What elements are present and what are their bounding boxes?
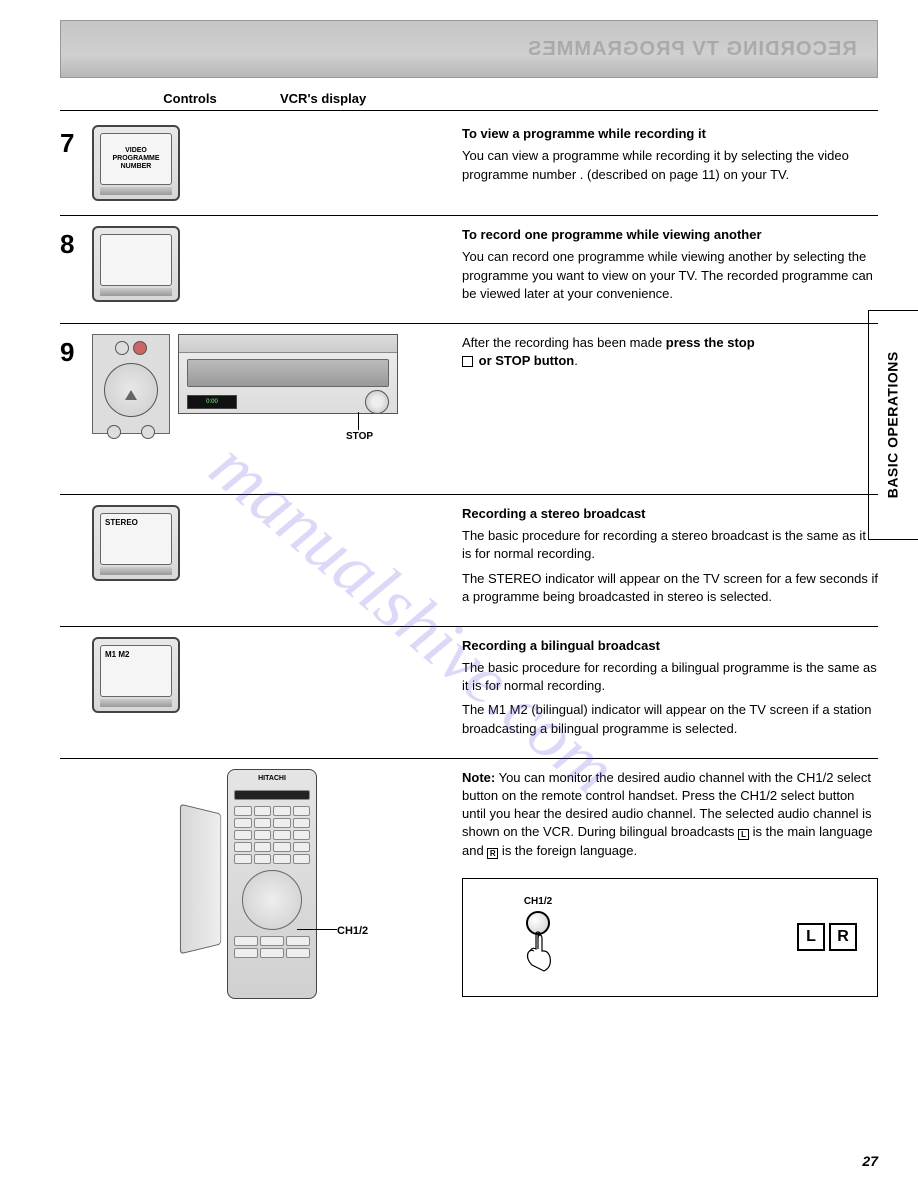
section-title: Recording a stereo broadcast [462,505,878,523]
note-row: HITACHI CH1/2 [60,759,878,1013]
tv-illustration: VIDEO PROGRAMME NUMBER [92,125,180,201]
text: is the foreign language. [498,843,637,858]
tv-screen-text: M1 M2 [100,645,172,697]
stop-label: STOP [346,430,373,444]
tv-screen-text: VIDEO PROGRAMME NUMBER [100,133,172,185]
l-box: L [797,923,825,951]
l-icon: L [738,829,749,840]
ch12-label: CH1/2 [483,895,593,909]
step-body: You can view a programme while recording… [462,147,878,183]
tv-screen-text: STEREO [100,513,172,565]
col-controls-label: Controls [110,90,270,108]
r-box: R [829,923,857,951]
text-bold: press the stop [666,335,755,350]
r-icon: R [487,848,498,859]
section-body: The basic procedure for recording a bili… [462,659,878,695]
ch12-callout: CH1/2 [337,924,368,939]
bilingual-row: M1 M2 Recording a bilingual broadcast Th… [60,627,878,759]
step-body: After the recording has been made press … [462,334,878,370]
remote-full-illustration: HITACHI CH1/2 [217,769,327,999]
step-row-9: 9 0:00 [60,324,878,495]
section-title: Recording a bilingual broadcast [462,637,878,655]
page-number: 27 [862,1152,878,1172]
tv-illustration [92,226,180,302]
step-number: 8 [60,226,92,262]
hand-icon [518,931,558,975]
note-body: Note: You can monitor the desired audio … [462,769,878,860]
column-headers: Controls VCR's display [60,90,878,111]
header-band: RECORDING TV PROGRAMMES [60,20,878,78]
ch12-button-illustration: CH1/2 [483,895,593,980]
remote-illustration [92,334,170,434]
remote-brand: HITACHI [228,770,316,788]
step-title: To record one programme while viewing an… [462,226,878,244]
vcr-illustration: 0:00 [178,334,398,414]
section-body: The basic procedure for recording a ster… [462,527,878,563]
tv-screen-text [100,234,172,286]
stereo-row: STEREO Recording a stereo broadcast The … [60,495,878,627]
text: . [574,353,578,368]
section-body: The STEREO indicator will appear on the … [462,570,878,606]
step-row-7: 7 VIDEO PROGRAMME NUMBER To view a progr… [60,115,878,216]
lr-indicator: L R [797,923,857,951]
col-display-label: VCR's display [270,90,450,108]
stop-icon [462,356,473,367]
text-bold: STOP button [495,353,574,368]
step-title: To view a programme while recording it [462,125,878,143]
ch12-box: CH1/2 L R [462,878,878,997]
side-tab-label: BASIC OPERATIONS [884,352,904,499]
note-prefix: Note: [462,770,495,785]
section-body: The M1 M2 (bilingual) indicator will app… [462,701,878,737]
step-row-8: 8 To record one programme while viewing … [60,216,878,324]
text: After the recording has been made [462,335,666,350]
step-number: 7 [60,125,92,161]
tv-illustration: STEREO [92,505,180,581]
text: or [479,353,496,368]
step-number: 9 [60,334,92,370]
step-body: You can record one programme while viewi… [462,248,878,303]
header-mirrored-title: RECORDING TV PROGRAMMES [527,35,857,63]
side-tab: BASIC OPERATIONS [868,310,918,540]
tv-illustration: M1 M2 [92,637,180,713]
